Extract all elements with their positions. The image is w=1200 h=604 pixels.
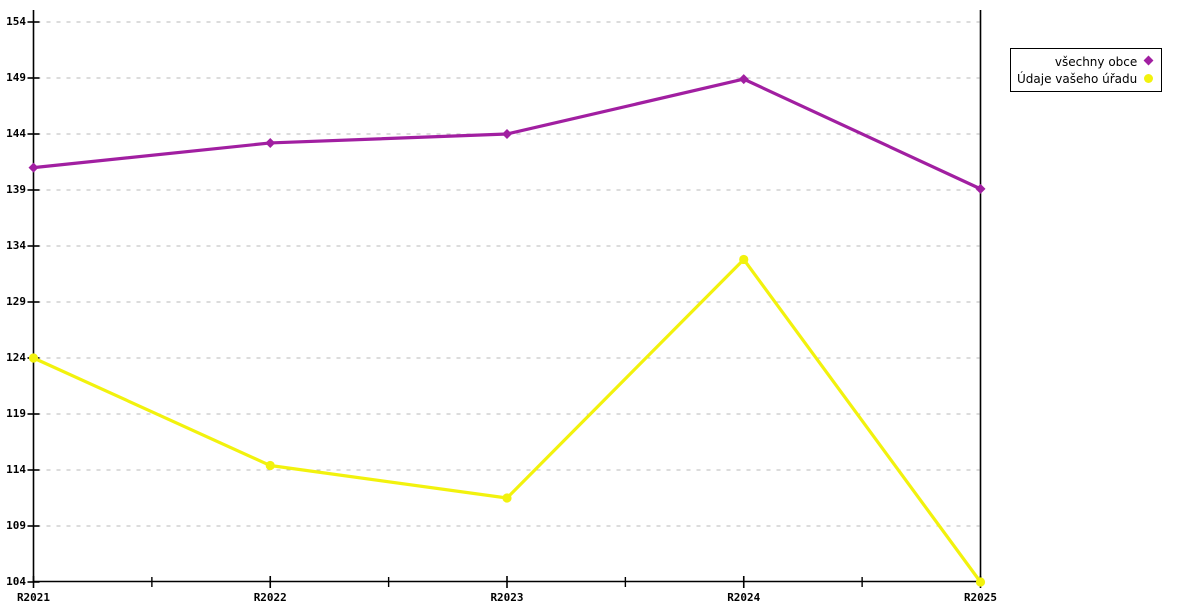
x-axis-tick-label: R2021 xyxy=(16,591,51,604)
x-axis-tick-label: R2024 xyxy=(727,591,761,604)
y-axis-tick-label: 124 xyxy=(6,351,26,364)
diamond-marker-icon xyxy=(1144,56,1155,67)
data-point-marker xyxy=(502,493,512,503)
data-point-marker xyxy=(502,129,512,139)
legend-item-udaje-vaseho-uradu[interactable]: Údaje vašeho úřadu xyxy=(1017,70,1155,87)
data-point-marker xyxy=(28,353,39,363)
data-point-marker xyxy=(28,162,39,173)
y-axis-tick-label: 134 xyxy=(6,239,26,252)
circle-marker-icon xyxy=(1144,73,1155,84)
legend-item-label: všechny obce xyxy=(1054,54,1138,69)
gridlines xyxy=(36,21,980,527)
y-axis-tick-label: 139 xyxy=(6,183,26,196)
legend-item-label: Údaje vašeho úřadu xyxy=(1017,71,1138,86)
data-point-marker xyxy=(975,183,986,194)
data-point-marker xyxy=(265,137,276,148)
series-line xyxy=(31,257,983,584)
data-point-marker xyxy=(738,74,749,85)
y-axis-tick-label: 144 xyxy=(6,127,26,140)
y-axis-tick-label: 114 xyxy=(6,463,26,476)
data-point-marker xyxy=(265,460,275,471)
y-axis-tick-label: 154 xyxy=(6,15,26,28)
x-axis-tick-label: R2025 xyxy=(963,591,998,604)
data-series-markers xyxy=(28,74,986,587)
y-axis-tick-label: 129 xyxy=(6,295,26,308)
y-axis-tick-label: 109 xyxy=(6,519,26,532)
data-point-marker xyxy=(975,577,986,587)
y-axis-tick-label: 149 xyxy=(6,71,26,84)
y-axis-tick-label: 119 xyxy=(6,407,26,420)
y-axis-tick-label: 104 xyxy=(6,575,26,588)
x-axis-tick-label: R2023 xyxy=(490,591,524,604)
legend-item-vsechny-obce[interactable]: všechny obce xyxy=(1017,53,1155,70)
chart-legend: všechny obce Údaje vašeho úřadu xyxy=(1010,48,1163,92)
data-point-marker xyxy=(739,254,749,265)
x-axis-tick-label: R2022 xyxy=(253,591,287,604)
data-series-lines xyxy=(31,77,983,584)
